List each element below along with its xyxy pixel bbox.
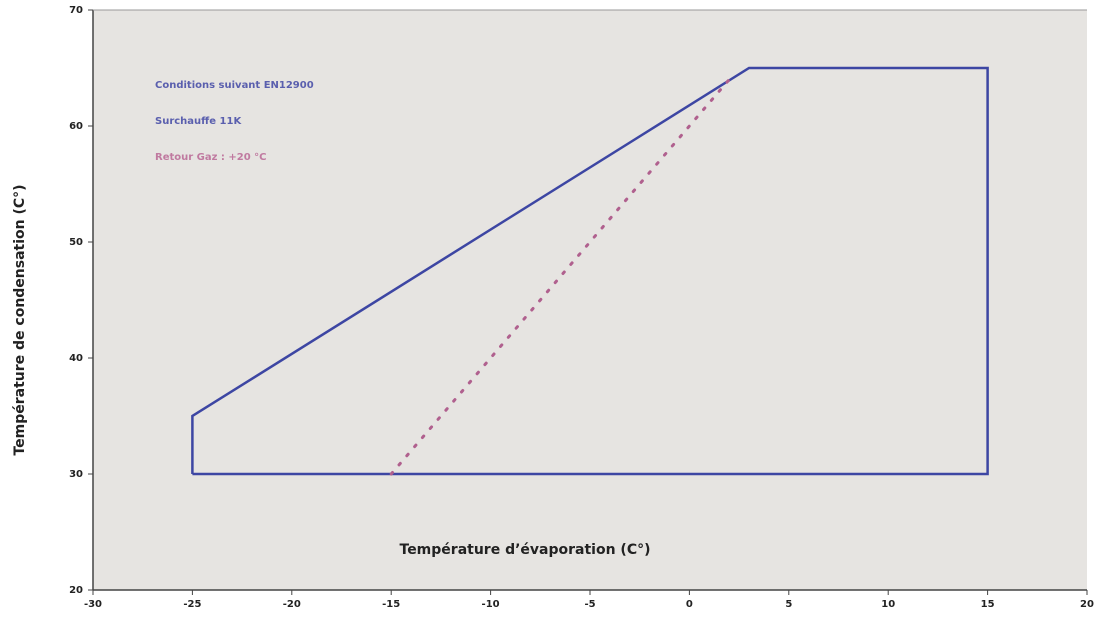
y-tick-label: 30 — [69, 469, 83, 480]
x-tick-label: -15 — [382, 599, 400, 610]
plot-background — [93, 10, 1087, 590]
y-tick-label: 50 — [69, 237, 83, 248]
x-axis-label: Température d’évaporation (C°) — [400, 542, 651, 558]
annotation: Conditions suivant EN12900 — [155, 80, 314, 91]
x-tick-label: -25 — [183, 599, 201, 610]
x-tick-label: -20 — [283, 599, 301, 610]
x-tick-label: -10 — [482, 599, 500, 610]
y-axis-label: Température de condensation (C°) — [12, 184, 28, 455]
annotation: Surchauffe 11K — [155, 116, 242, 127]
x-tick-label: 10 — [881, 599, 895, 610]
x-tick-label: 15 — [981, 599, 995, 610]
x-tick-label: 20 — [1080, 599, 1094, 610]
x-tick-label: 5 — [785, 599, 792, 610]
x-tick-label: -30 — [84, 599, 102, 610]
x-tick-label: 0 — [686, 599, 693, 610]
y-tick-label: 40 — [69, 353, 83, 364]
y-tick-label: 60 — [69, 121, 83, 132]
x-tick-label: -5 — [584, 599, 595, 610]
y-tick-label: 70 — [69, 5, 83, 16]
series-line — [389, 78, 731, 476]
series-line — [191, 66, 989, 476]
annotation: Retour Gaz : +20 °C — [155, 152, 267, 163]
y-tick-label: 20 — [69, 585, 83, 596]
